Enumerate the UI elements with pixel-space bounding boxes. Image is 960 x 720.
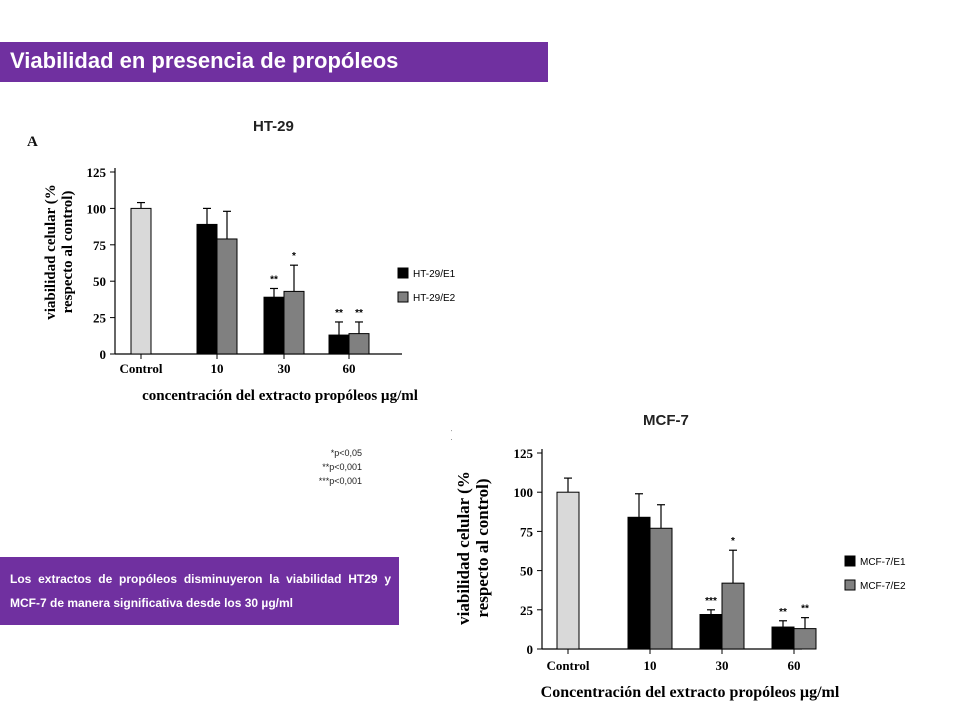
- bar-2-60: [793, 628, 817, 650]
- bar-1-30: [263, 296, 285, 355]
- y-tick-label: 0: [527, 642, 534, 657]
- legend-swatch-2: [397, 291, 409, 303]
- conclusion-box: Los extractos de propóleos disminuyeron …: [0, 557, 399, 625]
- chart-a-label: HT-29: [253, 118, 294, 135]
- bar-2-30: [721, 582, 745, 650]
- bar-2-10: [216, 238, 238, 355]
- y-axis-title-line1: viabilidad celular (%: [454, 471, 473, 625]
- x-tick-label: 10: [211, 361, 224, 376]
- chart-b: 0 25 50 75 100 125 Control 10 30 60 *** * ** ** viabil…: [452, 430, 952, 705]
- y-tick-label: 100: [514, 485, 534, 500]
- legend-swatch-2: [844, 579, 856, 591]
- chart-a-panel-letter: A: [27, 134, 38, 150]
- y-axis-title: viabilidad celular (% respecto al control…: [43, 184, 76, 320]
- significance-item: *p<0,05: [330, 448, 362, 458]
- bar-control: [130, 207, 152, 355]
- y-tick-label: 0: [100, 347, 107, 362]
- y-tick-label: 50: [93, 274, 106, 289]
- y-tick-label: 50: [520, 564, 533, 579]
- significance-marker: *: [292, 251, 296, 262]
- y-axis-title-line1: viabilidad celular (%: [43, 184, 59, 320]
- bar-2-60: [348, 333, 370, 355]
- y-tick-label: 100: [87, 201, 107, 216]
- chart-b-label: MCF-7: [643, 412, 689, 429]
- x-tick-label: 10: [644, 658, 657, 673]
- y-axis-title-line2: respecto al control): [473, 478, 492, 617]
- bar-1-60: [328, 334, 350, 355]
- y-tick-label: 125: [87, 165, 107, 180]
- x-axis-title: Concentración del extracto propóleos µg/…: [541, 684, 840, 701]
- bar-1-10: [196, 223, 218, 355]
- y-tick-label: 125: [514, 446, 534, 461]
- significance-marker: *: [731, 536, 735, 547]
- x-tick-label: 30: [278, 361, 291, 376]
- slide-title-bar: Viabilidad en presencia de propóleos: [0, 42, 548, 82]
- bar-2-30: [283, 290, 305, 355]
- x-tick-label: 30: [716, 658, 729, 673]
- legend-swatch-1: [844, 555, 856, 567]
- y-axis-title: viabilidad celular (% respecto al control…: [454, 471, 492, 625]
- y-tick-label: 75: [93, 238, 107, 253]
- conclusion-text: Los extractos de propóleos disminuyeron …: [10, 572, 391, 610]
- significance-marker: **: [801, 604, 809, 615]
- significance-marker: **: [270, 274, 278, 285]
- bar-2-10: [649, 527, 673, 650]
- legend-label-1: MCF-7/E1: [860, 557, 906, 568]
- y-tick-label: 75: [520, 524, 534, 539]
- bar-1-30: [699, 614, 723, 650]
- legend-swatch-1: [397, 267, 409, 279]
- slide-title: Viabilidad en presencia de propóleos: [10, 48, 399, 73]
- legend-label-2: HT-29/E2: [413, 293, 456, 304]
- y-axis-title-line2: respecto al control): [60, 191, 76, 314]
- y-tick-label: 25: [520, 603, 534, 618]
- x-tick-label: 60: [788, 658, 801, 673]
- significance-marker: **: [779, 607, 787, 618]
- bar-1-60: [771, 626, 795, 650]
- significance-marker: **: [335, 308, 343, 319]
- significance-item: ***p<0,001: [318, 476, 362, 486]
- bar-1-10: [627, 516, 651, 650]
- significance-marker: ***: [705, 596, 717, 607]
- x-tick-label: Control: [119, 361, 162, 376]
- bar-control: [556, 491, 580, 650]
- x-axis-title: concentración del extracto propóleos µg/…: [142, 388, 418, 404]
- x-tick-label: 60: [343, 361, 356, 376]
- significance-marker: **: [355, 308, 363, 319]
- legend-label-1: HT-29/E1: [413, 269, 456, 280]
- chart-a: 0 25 50 75 100 125 Control 10 30 60 ** * ** ** viabili…: [22, 152, 542, 412]
- significance-legend: *p<0,05 **p<0,001 ***p<0,001: [280, 446, 362, 488]
- x-tick-label: Control: [546, 658, 589, 673]
- legend-label-2: MCF-7/E2: [860, 581, 906, 592]
- y-tick-label: 25: [93, 311, 107, 326]
- significance-item: **p<0,001: [322, 462, 362, 472]
